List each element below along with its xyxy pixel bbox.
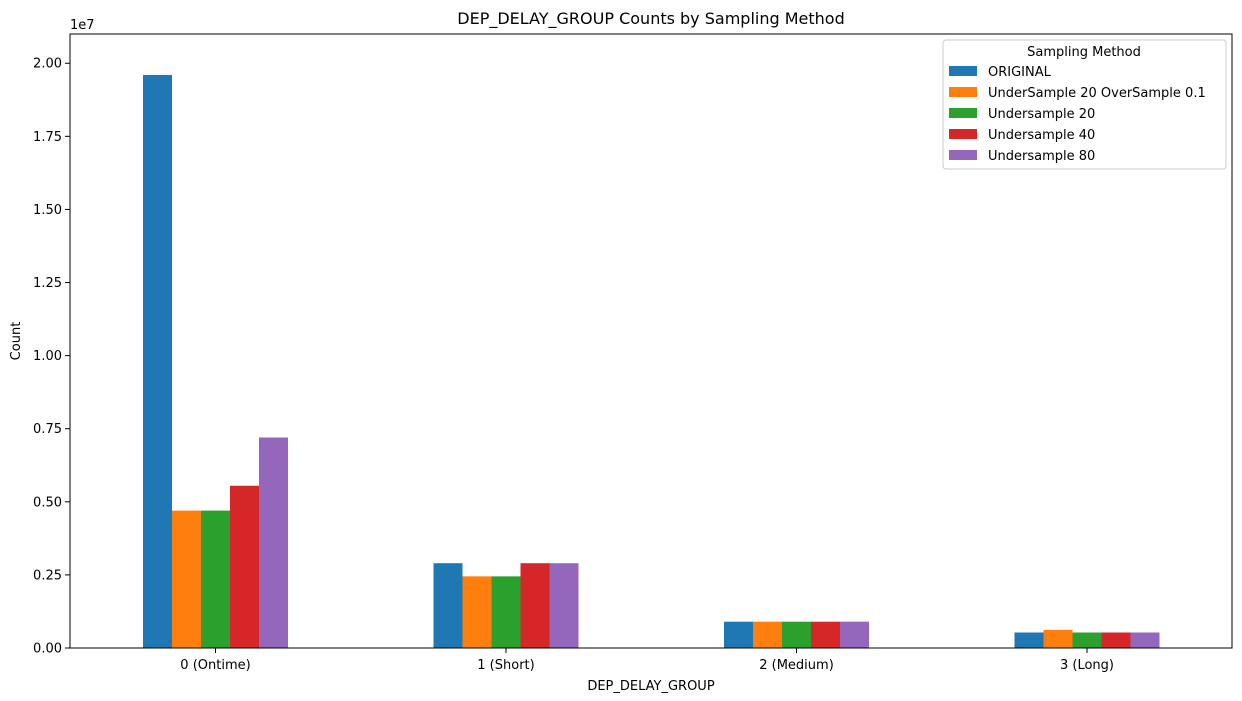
bar [172, 510, 201, 648]
bar [840, 621, 869, 648]
bar [549, 563, 579, 648]
legend-swatch [949, 129, 977, 139]
bar [1014, 632, 1044, 648]
x-tick-label: 2 (Medium) [759, 658, 834, 673]
y-tick-label: 2.00 [33, 57, 62, 72]
y-tick-label: 0.75 [33, 422, 62, 437]
bar [811, 621, 840, 648]
y-tick-label: 1.00 [33, 349, 62, 364]
x-tick-label: 0 (Ontime) [180, 658, 250, 673]
y-axis-offset-label: 1e7 [70, 18, 95, 33]
legend-items: ORIGINAL UnderSample 20 OverSample 0.1 Und… [949, 65, 1206, 164]
x-tick-label: 3 (Long) [1060, 658, 1114, 673]
bar [1043, 629, 1073, 648]
bars-group [143, 74, 1160, 648]
legend-label: UnderSample 20 OverSample 0.1 [988, 86, 1206, 101]
y-tick-label: 1.50 [33, 203, 62, 218]
legend-swatch [949, 87, 977, 97]
x-tick-label: 1 (Short) [477, 658, 534, 673]
x-axis-label: DEP_DELAY_GROUP [587, 679, 715, 694]
legend-label: Undersample 20 [988, 107, 1095, 122]
y-tick-label: 0.50 [33, 495, 62, 510]
bar [491, 576, 521, 648]
bar [724, 621, 753, 648]
bar [201, 510, 230, 648]
bar [753, 621, 782, 648]
legend-title: Sampling Method [1027, 45, 1141, 60]
y-tick-label: 1.25 [33, 276, 62, 291]
bar [259, 437, 288, 648]
legend-label: Undersample 40 [988, 128, 1095, 143]
bar [143, 74, 172, 648]
y-tick-label: 0.00 [33, 642, 62, 657]
bar [1130, 632, 1160, 648]
legend-label: Undersample 80 [988, 149, 1095, 164]
bar [230, 485, 259, 648]
legend-box [942, 39, 1227, 170]
legend: Sampling Method ORIGINAL UnderSample 20 O… [942, 39, 1227, 170]
bar [433, 563, 463, 648]
bar [1101, 632, 1131, 648]
y-tick-label: 0.25 [33, 568, 62, 583]
y-tick-label: 1.75 [33, 130, 62, 145]
bar [520, 563, 550, 648]
legend-swatch [949, 150, 977, 160]
legend-swatch [949, 66, 977, 76]
y-axis: 0.00 0.25 0.50 0.75 1.00 1.25 1.50 1.75 2.00 [33, 57, 70, 657]
y-axis-label: Count [9, 322, 24, 361]
legend-swatch [949, 108, 977, 118]
legend-label: ORIGINAL [988, 65, 1052, 80]
bar [1072, 632, 1102, 648]
chart-title: DEP_DELAY_GROUP Counts by Sampling Metho… [457, 9, 844, 29]
bar [782, 621, 811, 648]
plot-frame [69, 33, 1233, 649]
bar [462, 576, 492, 648]
x-axis: 0 (Ontime) 1 (Short) 2 (Medium) 3 (Long) [180, 648, 1114, 673]
